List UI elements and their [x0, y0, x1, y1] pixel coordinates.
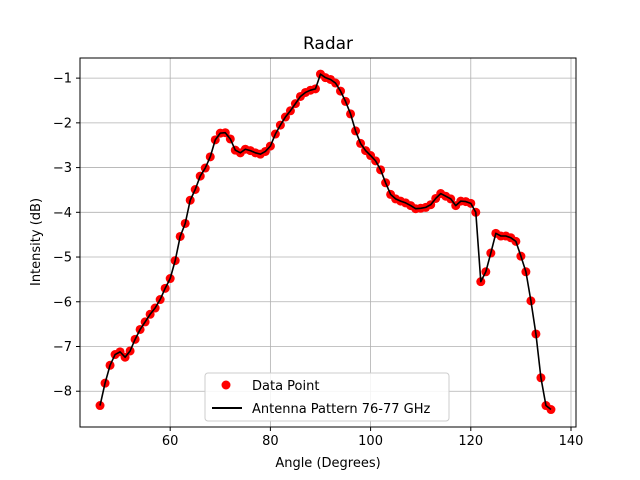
legend: Data Point Antenna Pattern 76-77 GHz [204, 372, 450, 422]
x-axis-label: Angle (Degrees) [275, 456, 380, 471]
y-tick-label: −4 [53, 206, 72, 221]
y-tick-label: −2 [53, 116, 72, 131]
x-tick-label: 100 [358, 434, 383, 449]
y-tick-label: −8 [53, 385, 72, 400]
x-tick-label: 140 [559, 434, 584, 449]
legend-label-antenna-pattern: Antenna Pattern 76-77 GHz [252, 402, 430, 417]
y-tick-label: −6 [53, 295, 72, 310]
legend-box [204, 372, 450, 422]
y-tick-label: −7 [53, 340, 72, 355]
x-tick-label: 60 [162, 434, 179, 449]
axis-ticks: 60 80 100 120 140 −8 −7 −6 −5 −4 −3 −2 −1 [53, 72, 584, 449]
legend-label-data-point: Data Point [252, 379, 319, 394]
plot-frame [79, 57, 577, 428]
y-tick-label: −1 [53, 72, 72, 87]
y-tick-label: −5 [53, 251, 72, 266]
chart-title: Radar [303, 34, 353, 54]
series-line-layer [99, 73, 552, 411]
x-tick-label: 80 [262, 434, 279, 449]
legend-marker-data-point [221, 380, 231, 390]
y-axis-label: Intensity (dB) [29, 198, 44, 286]
x-tick-label: 120 [458, 434, 483, 449]
y-tick-label: −3 [53, 161, 72, 176]
antenna-pattern-line [99, 73, 552, 411]
